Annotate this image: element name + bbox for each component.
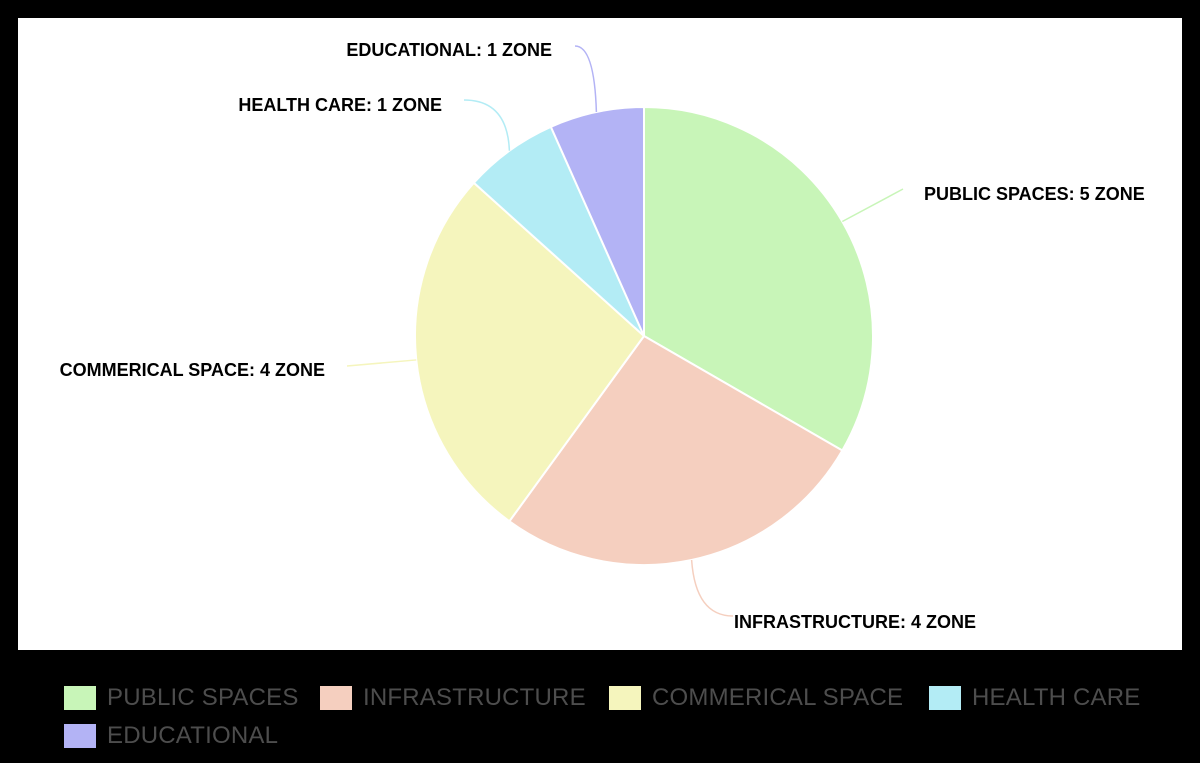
legend-item-health-care[interactable]: HEALTH CARE	[929, 684, 1140, 712]
leader-line-commerical-space	[346, 359, 417, 367]
legend-item-commerical-space[interactable]: COMMERICAL SPACE	[609, 684, 903, 712]
leader-line-health-care	[463, 99, 511, 151]
leader-line-public-spaces	[841, 188, 904, 223]
legend-label: INFRASTRUCTURE	[363, 684, 586, 711]
legend-label: PUBLIC SPACES	[107, 684, 299, 711]
legend-label: HEALTH CARE	[972, 684, 1141, 711]
legend-swatch	[929, 686, 961, 710]
pie-slice-infrastructure[interactable]	[507, 334, 844, 566]
legend-swatch	[320, 686, 352, 710]
legend-item-infrastructure[interactable]: INFRASTRUCTURE	[320, 684, 586, 712]
slice-label-health-care: HEALTH CARE: 1 ZONE	[238, 95, 442, 115]
slice-label-commerical-space: COMMERICAL SPACE: 4 ZONE	[60, 360, 325, 380]
legend-swatch	[609, 686, 641, 710]
legend-item-public-spaces[interactable]: PUBLIC SPACES	[64, 684, 299, 712]
slice-label-public-spaces: PUBLIC SPACES: 5 ZONE	[924, 184, 1145, 204]
legend-swatch	[64, 686, 96, 710]
chart-plot-area: PUBLIC SPACES: 5 ZONE INFRASTRUCTURE: 4 Z…	[18, 18, 1182, 650]
chart-legend: PUBLIC SPACES INFRASTRUCTURE COMMERICAL SP…	[64, 684, 1164, 756]
legend-label: COMMERICAL SPACE	[652, 684, 904, 711]
slice-label-infrastructure: INFRASTRUCTURE: 4 ZONE	[734, 612, 976, 632]
leader-line-educational	[574, 45, 598, 113]
legend-item-educational[interactable]: EDUCATIONAL	[64, 722, 278, 750]
leader-line-infrastructure	[690, 559, 734, 617]
pie-slice-commerical-space[interactable]	[414, 181, 646, 523]
pie-slice-public-spaces[interactable]	[643, 105, 874, 452]
slice-label-educational: EDUCATIONAL: 1 ZONE	[346, 40, 552, 60]
pie-chart: PUBLIC SPACES: 5 ZONE INFRASTRUCTURE: 4 Z…	[60, 40, 1145, 632]
legend-swatch	[64, 724, 96, 748]
legend-label: EDUCATIONAL	[107, 722, 279, 749]
